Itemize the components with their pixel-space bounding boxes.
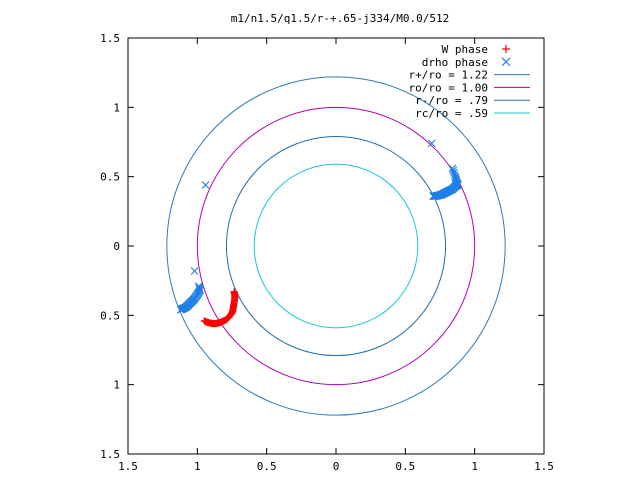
data-point: [194, 282, 203, 291]
legend-marker: [502, 45, 510, 53]
data-point: [427, 139, 436, 148]
circle-1: [196, 106, 476, 386]
plot-area: [166, 76, 506, 416]
y-tick-label: 1: [113, 379, 120, 392]
data-point: [448, 164, 457, 173]
circle-2: [225, 135, 447, 357]
legend-entry: ro/ro = 1.00: [409, 81, 530, 94]
y-tick-label: 0.5: [100, 171, 120, 184]
x-tick-label: 1.5: [118, 460, 138, 473]
x-tick-label: 0: [333, 460, 340, 473]
legend-entry: r-/ro = .79: [415, 94, 530, 107]
legend-marker: [501, 57, 511, 67]
x-tick-label: 1: [471, 460, 478, 473]
x-tick-label: 1: [194, 460, 201, 473]
data-point: [429, 192, 437, 200]
series-1: [176, 139, 462, 314]
legend-entry: rc/ro = .59: [415, 107, 530, 120]
data-point: [201, 181, 210, 189]
legend-entry: drho phase: [422, 56, 511, 69]
legend-label: r+/ro = 1.22: [409, 69, 488, 82]
data-point: [449, 166, 458, 175]
chart-title: m1/n1.5/q1.5/r-+.65-j334/M0.0/512: [231, 12, 450, 25]
y-tick-label: 0: [113, 240, 120, 253]
data-point: [449, 168, 458, 177]
legend-label: r-/ro = .79: [415, 94, 488, 107]
legend-entry: r+/ro = 1.22: [409, 69, 530, 82]
y-tick-label: 1: [113, 101, 120, 114]
y-tick-label: 0.5: [100, 309, 120, 322]
data-point: [230, 288, 238, 296]
data-point: [190, 267, 199, 275]
legend-label: W phase: [442, 43, 488, 56]
series-0: [200, 288, 239, 328]
circle-0: [166, 76, 506, 416]
legend-entry: W phase: [442, 43, 510, 56]
circle-3: [253, 163, 419, 329]
legend-label: ro/ro = 1.00: [409, 81, 488, 94]
x-tick-label: 0.5: [395, 460, 415, 473]
y-tick-label: 1.5: [100, 448, 120, 461]
legend-label: rc/ro = .59: [415, 107, 488, 120]
x-tick-label: 0.5: [257, 460, 277, 473]
x-tick-label: 1.5: [534, 460, 554, 473]
legend-label: drho phase: [422, 56, 488, 69]
y-tick-label: 1.5: [100, 32, 120, 45]
